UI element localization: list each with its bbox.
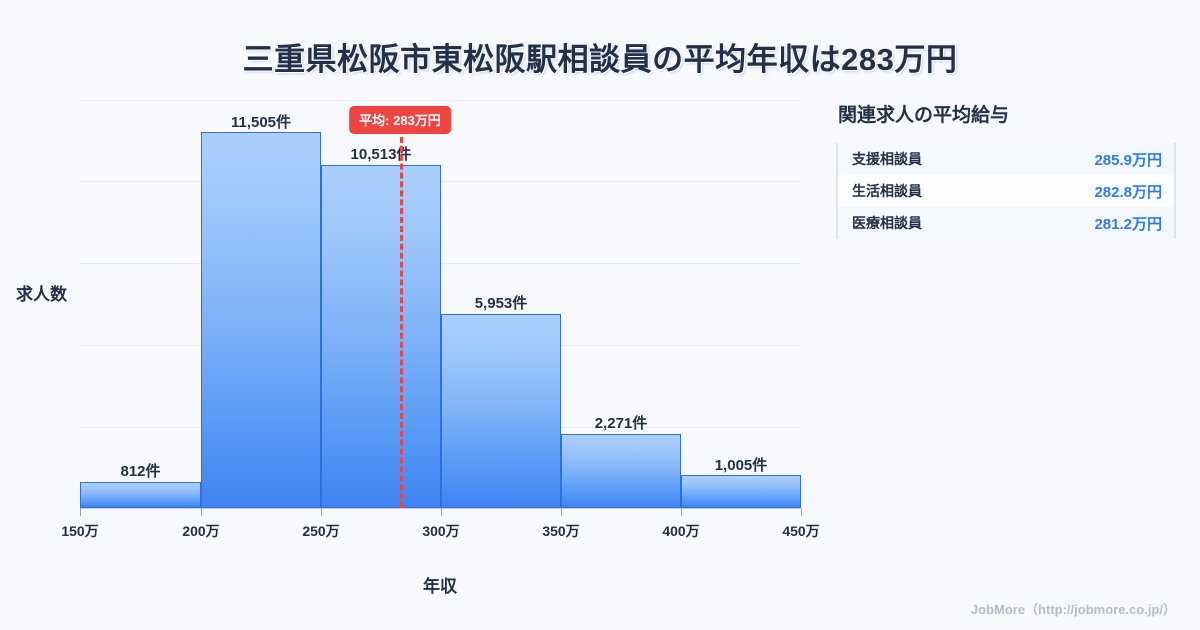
related-salary-panel: 関連求人の平均給与 支援相談員 285.9万円 生活相談員 282.8万円 医療… (836, 100, 1176, 239)
row-label: 支援相談員 (852, 151, 922, 167)
x-tick-label: 400万 (662, 523, 700, 539)
x-tick-label: 200万 (182, 523, 220, 539)
table-row[interactable]: 支援相談員 285.9万円 (838, 143, 1174, 175)
bar-value-label: 812件 (120, 463, 161, 480)
x-tick (801, 508, 802, 516)
x-tick (561, 508, 562, 516)
bar-250-300[interactable] (321, 164, 441, 508)
x-tick-label: 300万 (422, 523, 460, 539)
bar-400-450[interactable] (681, 475, 801, 508)
bar-value-label: 2,271件 (594, 415, 648, 432)
page-title: 三重県松阪市東松阪駅相談員の平均年収は283万円 (242, 42, 958, 77)
x-axis-line (80, 508, 801, 509)
table-row[interactable]: 医療相談員 281.2万円 (838, 207, 1174, 239)
related-salary-heading: 関連求人の平均給与 (838, 105, 1010, 126)
bar-value-label: 10,513件 (350, 146, 412, 163)
bar-value-label: 1,005件 (714, 457, 768, 474)
bar-350-400[interactable] (561, 433, 681, 508)
x-tick (441, 508, 442, 516)
row-label: 生活相談員 (852, 183, 922, 199)
average-dashed-line (400, 128, 403, 508)
x-tick-label: 450万 (782, 523, 820, 539)
row-label: 医療相談員 (852, 215, 922, 231)
gridline (80, 100, 801, 101)
x-tick-label: 250万 (302, 523, 340, 539)
histogram-chart: 812件 11,505件 10,513件 5,953件 2,271件 1,005… (16, 100, 820, 596)
bar-200-250[interactable] (201, 132, 321, 508)
related-salary-table: 支援相談員 285.9万円 生活相談員 282.8万円 医療相談員 281.2万… (836, 143, 1176, 239)
row-value: 281.2万円 (1094, 215, 1162, 233)
x-tick-label: 150万 (61, 523, 99, 539)
bar-300-350[interactable] (441, 313, 561, 508)
x-tick (681, 508, 682, 516)
y-axis-title: 求人数 (16, 285, 67, 304)
table-row[interactable]: 生活相談員 282.8万円 (838, 175, 1174, 207)
site-attribution: JobMore（http://jobmore.co.jp/） (970, 602, 1176, 617)
bar-value-label: 5,953件 (474, 295, 528, 312)
x-tick-label: 350万 (542, 523, 580, 539)
average-badge: 平均: 283万円 (349, 106, 451, 134)
row-value: 282.8万円 (1094, 183, 1162, 201)
x-tick (201, 508, 202, 516)
bar-value-label: 11,505件 (230, 114, 292, 131)
x-tick (321, 508, 322, 516)
x-axis-title: 年収 (423, 577, 457, 596)
bar-150-200[interactable] (80, 481, 201, 508)
x-tick (80, 508, 81, 516)
row-value: 285.9万円 (1094, 151, 1162, 169)
